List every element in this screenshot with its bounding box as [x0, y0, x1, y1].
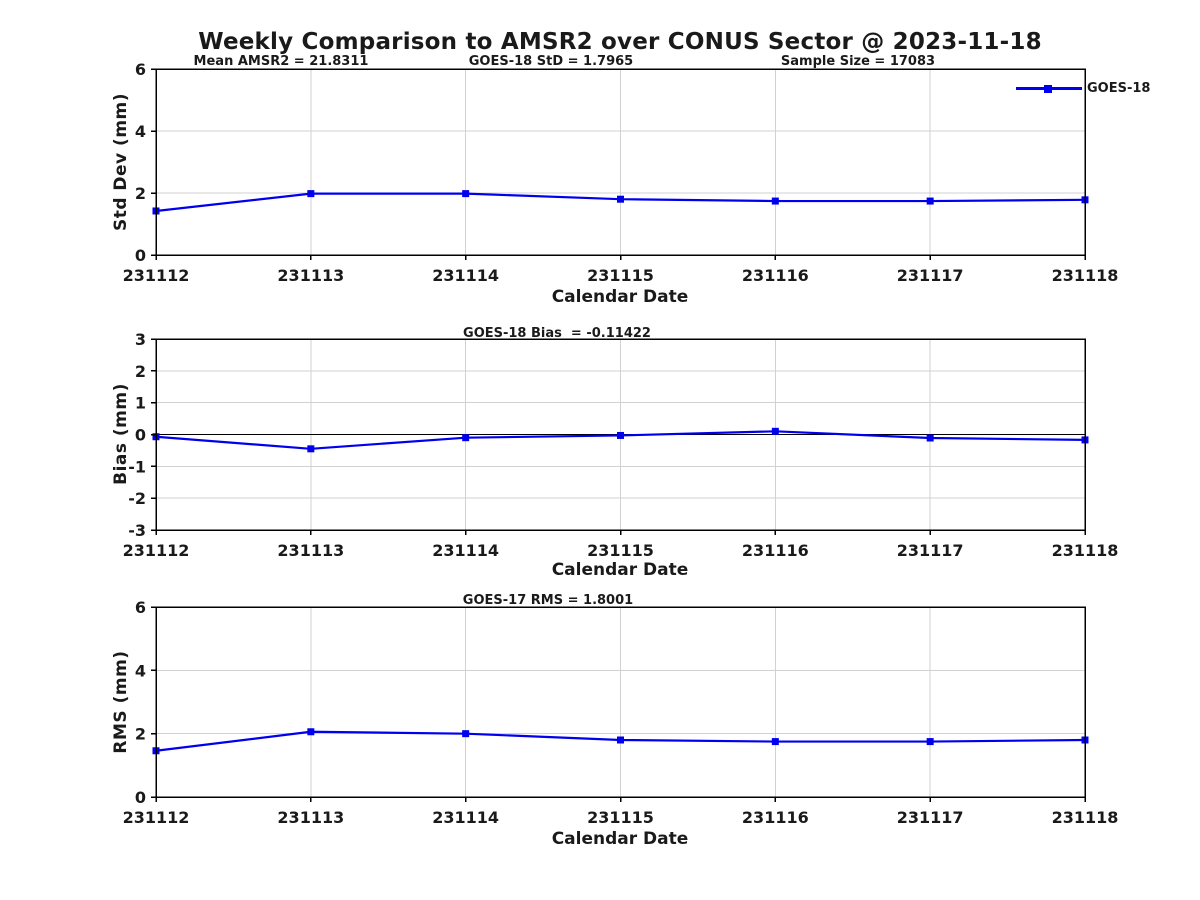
annotation-sample-size: Sample Size = 17083 [780, 54, 936, 69]
annotation-goes18-bias: GOES-18 Bias = -0.11422 [463, 326, 651, 341]
x-tick-label: 231116 [742, 808, 809, 827]
x-tick-label: 231114 [432, 266, 499, 285]
x-tick-label: 231115 [587, 541, 654, 560]
data-point-marker [926, 434, 934, 442]
data-point-marker [926, 197, 934, 205]
y-tick-label: 6 [135, 598, 146, 617]
data-point-marker [307, 190, 315, 198]
x-tick-label: 231114 [432, 541, 499, 560]
y-tick-label: 4 [135, 661, 146, 680]
y-tick-label: 0 [135, 246, 146, 265]
legend-label: GOES-18 [1087, 81, 1151, 96]
x-tick-label: 231115 [587, 266, 654, 285]
subplot-std-dev: 231112 231113 231114 231115 231116 231117 2311… [123, 60, 1119, 285]
data-point-marker [926, 738, 934, 746]
y-axis-label-rms: RMS (mm) [111, 650, 131, 754]
subplot-rms: 231112 231113 231114 231115 231116 231117 2311… [123, 598, 1119, 827]
x-tick-label: 231117 [897, 808, 964, 827]
subplot-bias: 231112 231113 231114 231115 231116 231117 2311… [123, 330, 1119, 560]
x-tick-label: 231113 [277, 541, 344, 560]
data-point-marker [617, 431, 624, 439]
y-tick-label: 2 [135, 362, 146, 381]
x-tick-label: 231113 [277, 266, 344, 285]
data-point-marker [462, 730, 470, 738]
y-tick-label: 2 [135, 184, 146, 203]
data-point-marker [307, 728, 315, 736]
y-tick-label: 1 [135, 394, 146, 413]
annotation-goes17-rms: GOES-17 RMS = 1.8001 [462, 593, 634, 608]
x-axis-label-bias: Calendar Date [551, 560, 689, 580]
x-tick-label: 231117 [897, 266, 964, 285]
data-point-marker [617, 736, 624, 744]
x-tick-label: 231116 [742, 541, 809, 560]
data-point-marker [462, 190, 470, 198]
x-axis-label-std-dev: Calendar Date [551, 287, 689, 307]
y-axis-label-std-dev: Std Dev (mm) [111, 92, 131, 232]
y-tick-label: 0 [135, 426, 146, 445]
y-tick-label: -1 [128, 457, 146, 476]
annotation-mean-amsr2: Mean AMSR2 = 21.8311 [193, 54, 369, 69]
annotation-goes18-std: GOES-18 StD = 1.7965 [468, 54, 634, 69]
y-tick-label: 4 [135, 122, 146, 141]
legend-marker-icon [1044, 85, 1052, 93]
x-axis-label-rms: Calendar Date [551, 829, 689, 849]
x-tick-label: 231112 [123, 266, 190, 285]
x-tick-label: 231115 [587, 808, 654, 827]
x-tick-label: 231118 [1052, 808, 1119, 827]
x-tick-label: 231112 [123, 808, 190, 827]
y-tick-label: 6 [135, 60, 146, 79]
y-tick-label: -2 [128, 489, 146, 508]
x-tick-label: 231113 [277, 808, 344, 827]
y-tick-label: 3 [135, 330, 146, 349]
y-tick-label: 2 [135, 725, 146, 744]
data-point-marker [462, 434, 470, 442]
bias-plot-canvas: 231112 231113 231114 231115 231116 231117 2311… [123, 330, 1119, 560]
rms-plot-canvas: 231112 231113 231114 231115 231116 231117 2311… [123, 598, 1119, 827]
x-tick-label: 231114 [432, 808, 499, 827]
data-point-marker [617, 195, 624, 203]
figure-title: Weekly Comparison to AMSR2 over CONUS Se… [198, 29, 1042, 55]
data-point-marker [771, 197, 779, 205]
data-point-marker [771, 738, 779, 746]
y-tick-label: -3 [128, 521, 146, 540]
x-tick-label: 231118 [1052, 266, 1119, 285]
x-tick-label: 231118 [1052, 541, 1119, 560]
y-tick-label: 0 [135, 788, 146, 807]
x-tick-label: 231116 [742, 266, 809, 285]
std-dev-plot-canvas: 231112 231113 231114 231115 231116 231117 2311… [123, 60, 1119, 285]
data-point-marker [307, 445, 315, 453]
data-point-marker [771, 427, 779, 435]
x-tick-label: 231117 [897, 541, 964, 560]
x-tick-label: 231112 [123, 541, 190, 560]
